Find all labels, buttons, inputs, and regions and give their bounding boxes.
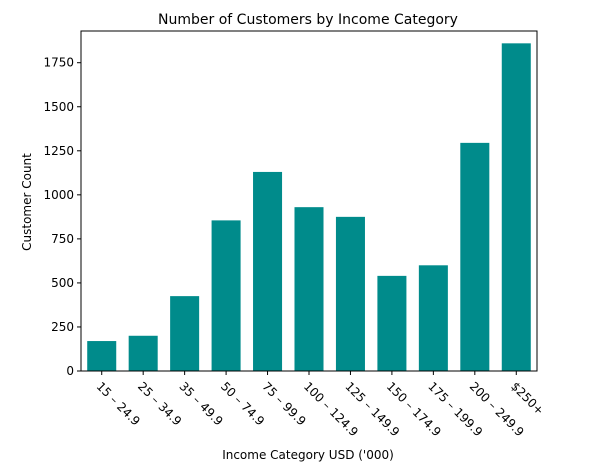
- y-tick-label: 1000: [43, 188, 74, 202]
- bar: [253, 171, 283, 371]
- x-tick-label: 25 – 34.9: [135, 379, 184, 428]
- chart-title: Number of Customers by Income Category: [158, 12, 458, 28]
- x-tick-label: 35 – 49.9: [177, 379, 226, 428]
- bar: [170, 296, 200, 371]
- y-tick-label: 500: [51, 276, 74, 290]
- bar: [87, 341, 117, 371]
- y-axis-label: Customer Count: [20, 153, 34, 251]
- bar: [335, 216, 365, 371]
- x-tick-label: 75 – 99.9: [259, 379, 308, 428]
- plot-area: 0 250 500 750 1000 1250 1500 1750 15 – 24.925 – …: [43, 30, 547, 439]
- x-axis-label: Income Category USD ('000): [222, 448, 394, 462]
- y-tick-label: 1750: [43, 56, 74, 70]
- x-tick-label: 15 – 24.9: [94, 379, 143, 428]
- bar: [211, 220, 241, 371]
- y-tick-label: 1500: [43, 100, 74, 114]
- y-tick-label: 250: [51, 320, 74, 334]
- bar: [418, 265, 448, 371]
- bar: [377, 275, 407, 371]
- x-tick-label: 50 – 74.9: [218, 379, 267, 428]
- bar: [460, 142, 490, 371]
- x-tick-label: $250+: [508, 379, 547, 418]
- bar: [501, 43, 531, 372]
- bar: [294, 207, 324, 371]
- y-tick-label: 0: [66, 364, 74, 378]
- bar: [128, 335, 158, 371]
- y-tick-label: 1250: [43, 144, 74, 158]
- y-tick-label: 750: [51, 232, 74, 246]
